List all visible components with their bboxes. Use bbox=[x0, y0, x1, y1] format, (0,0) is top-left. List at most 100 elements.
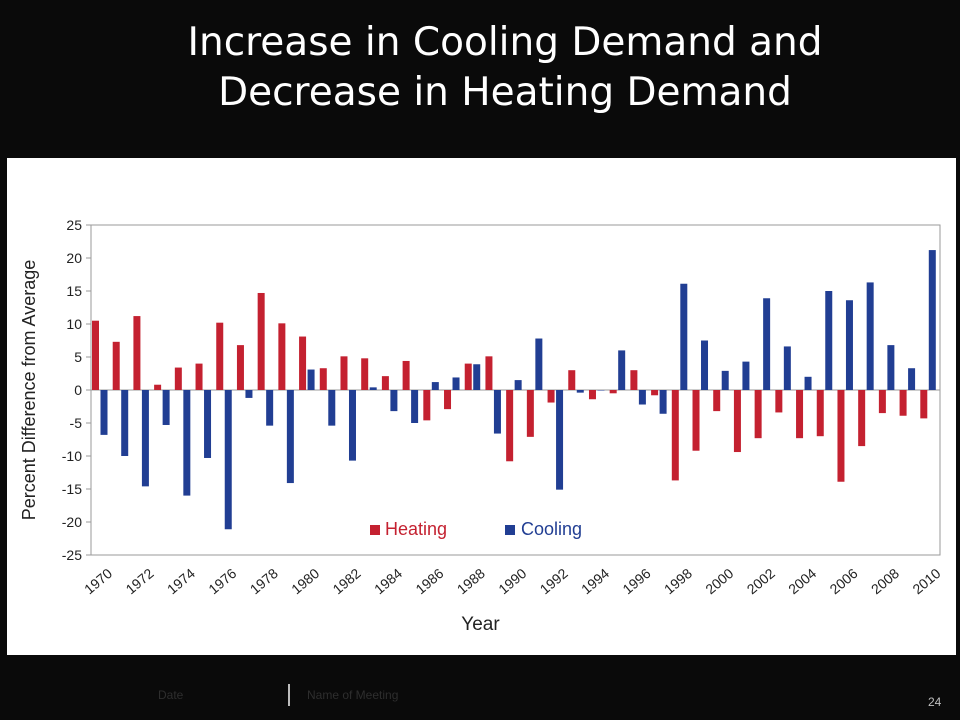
cooling-bar bbox=[618, 350, 626, 390]
x-tick-label: 1982 bbox=[330, 565, 364, 597]
x-tick-label: 1990 bbox=[495, 565, 529, 597]
cooling-bar bbox=[887, 345, 895, 390]
x-tick-label: 1996 bbox=[619, 565, 653, 597]
x-axis-label: Year bbox=[461, 614, 500, 635]
heating-bar bbox=[236, 345, 244, 390]
y-tick-label: 10 bbox=[66, 316, 82, 332]
cooling-bar bbox=[721, 370, 729, 390]
cooling-bar bbox=[390, 390, 398, 412]
heating-bar bbox=[858, 390, 866, 447]
cooling-bar bbox=[369, 387, 377, 390]
cooling-bar bbox=[224, 390, 232, 530]
heating-bar bbox=[402, 360, 410, 390]
heating-bar bbox=[506, 390, 514, 462]
y-tick-label: 0 bbox=[74, 382, 82, 398]
cooling-bar bbox=[204, 390, 212, 458]
x-tick-label: 1980 bbox=[288, 565, 322, 597]
cooling-bar bbox=[514, 380, 522, 390]
legend-swatch-cooling bbox=[505, 525, 515, 535]
slide-title: Increase in Cooling Demand and Decrease … bbox=[0, 18, 960, 118]
cooling-bar bbox=[307, 369, 315, 390]
heating-bar bbox=[754, 390, 762, 439]
heating-bar bbox=[92, 320, 99, 390]
heating-bar bbox=[816, 390, 824, 437]
x-tick-label: 1998 bbox=[661, 565, 695, 597]
x-tick-label: 2002 bbox=[744, 565, 778, 597]
cooling-bar bbox=[473, 364, 481, 390]
x-tick-label: 1988 bbox=[454, 565, 488, 597]
cooling-bar bbox=[556, 390, 564, 490]
cooling-bar bbox=[348, 390, 356, 461]
x-tick-label: 1992 bbox=[537, 565, 571, 597]
heating-bar bbox=[381, 376, 389, 390]
cooling-bar bbox=[659, 390, 667, 414]
cooling-bar bbox=[183, 390, 191, 496]
heating-bar bbox=[133, 316, 141, 390]
y-axis-label: Percent Difference from Average bbox=[19, 260, 39, 520]
cooling-bar bbox=[845, 300, 853, 390]
x-tick-label: 1986 bbox=[412, 565, 446, 597]
cooling-bar bbox=[411, 390, 419, 423]
x-tick-label: 1976 bbox=[205, 565, 239, 597]
heating-bar bbox=[216, 322, 224, 390]
heating-bar bbox=[299, 336, 307, 390]
heating-bar bbox=[568, 370, 576, 390]
y-tick-label: 15 bbox=[66, 283, 82, 299]
chart-panel: 25 20 15 10 5 0 -5 -10 -15 -20 -25 1970 1972 1974 1976… bbox=[7, 158, 956, 655]
cooling-bar bbox=[866, 282, 874, 390]
cooling-bar bbox=[141, 390, 149, 487]
y-tick-label: 25 bbox=[66, 217, 82, 233]
legend-label-cooling: Cooling bbox=[521, 519, 582, 539]
footer-separator bbox=[288, 684, 290, 706]
heating-bar bbox=[485, 356, 493, 390]
cooling-bar bbox=[928, 250, 936, 390]
cooling-bar bbox=[286, 390, 294, 484]
x-tick-label: 1994 bbox=[578, 565, 612, 597]
y-tick-label: -15 bbox=[62, 481, 82, 497]
heating-bar bbox=[920, 390, 928, 419]
x-tick-label: 2004 bbox=[785, 565, 819, 597]
cooling-bar bbox=[245, 390, 253, 398]
cooling-bar bbox=[783, 346, 791, 390]
cooling-bar bbox=[328, 390, 336, 426]
cooling-bar bbox=[452, 377, 460, 390]
slide-title-line-2: Decrease in Heating Demand bbox=[218, 70, 792, 115]
heating-bar bbox=[257, 292, 265, 390]
cooling-bar bbox=[701, 340, 709, 390]
heating-bar bbox=[796, 390, 804, 439]
cooling-bar bbox=[680, 283, 688, 390]
cooling-bar bbox=[493, 390, 501, 434]
x-tick-label: 1974 bbox=[164, 565, 198, 597]
cooling-bar bbox=[742, 361, 750, 390]
x-tick-label: 2008 bbox=[868, 565, 902, 597]
x-tick-label: 2010 bbox=[909, 565, 943, 597]
heating-bar bbox=[671, 390, 679, 481]
cooling-bar bbox=[908, 368, 916, 390]
heating-bar bbox=[713, 390, 721, 412]
y-tick-label: 20 bbox=[66, 250, 82, 266]
heating-bar bbox=[775, 390, 783, 413]
heating-bar bbox=[651, 390, 659, 396]
heating-bar bbox=[837, 390, 845, 482]
heating-bar bbox=[423, 390, 431, 421]
slide-title-line-1: Increase in Cooling Demand and bbox=[187, 20, 823, 65]
y-tick-label: -10 bbox=[62, 448, 82, 464]
footer-date: Date bbox=[158, 688, 184, 702]
x-tick-label: 2006 bbox=[827, 565, 861, 597]
cooling-bar bbox=[162, 390, 170, 425]
cooling-bar bbox=[121, 390, 129, 456]
heating-bar bbox=[609, 390, 617, 394]
cooling-bar bbox=[597, 390, 605, 391]
cooling-bar bbox=[804, 376, 812, 390]
legend-swatch-heating bbox=[370, 525, 380, 535]
slide-page-number: 24 bbox=[928, 695, 942, 709]
heating-bar bbox=[899, 390, 907, 416]
cooling-bar bbox=[638, 390, 646, 405]
heating-bar bbox=[195, 363, 203, 390]
x-tick-label: 1972 bbox=[122, 565, 156, 597]
cooling-bar bbox=[763, 298, 771, 390]
heating-bar bbox=[319, 368, 327, 390]
cooling-bar bbox=[535, 338, 543, 390]
legend-label-heating: Heating bbox=[385, 519, 447, 539]
cooling-bar bbox=[100, 390, 108, 435]
